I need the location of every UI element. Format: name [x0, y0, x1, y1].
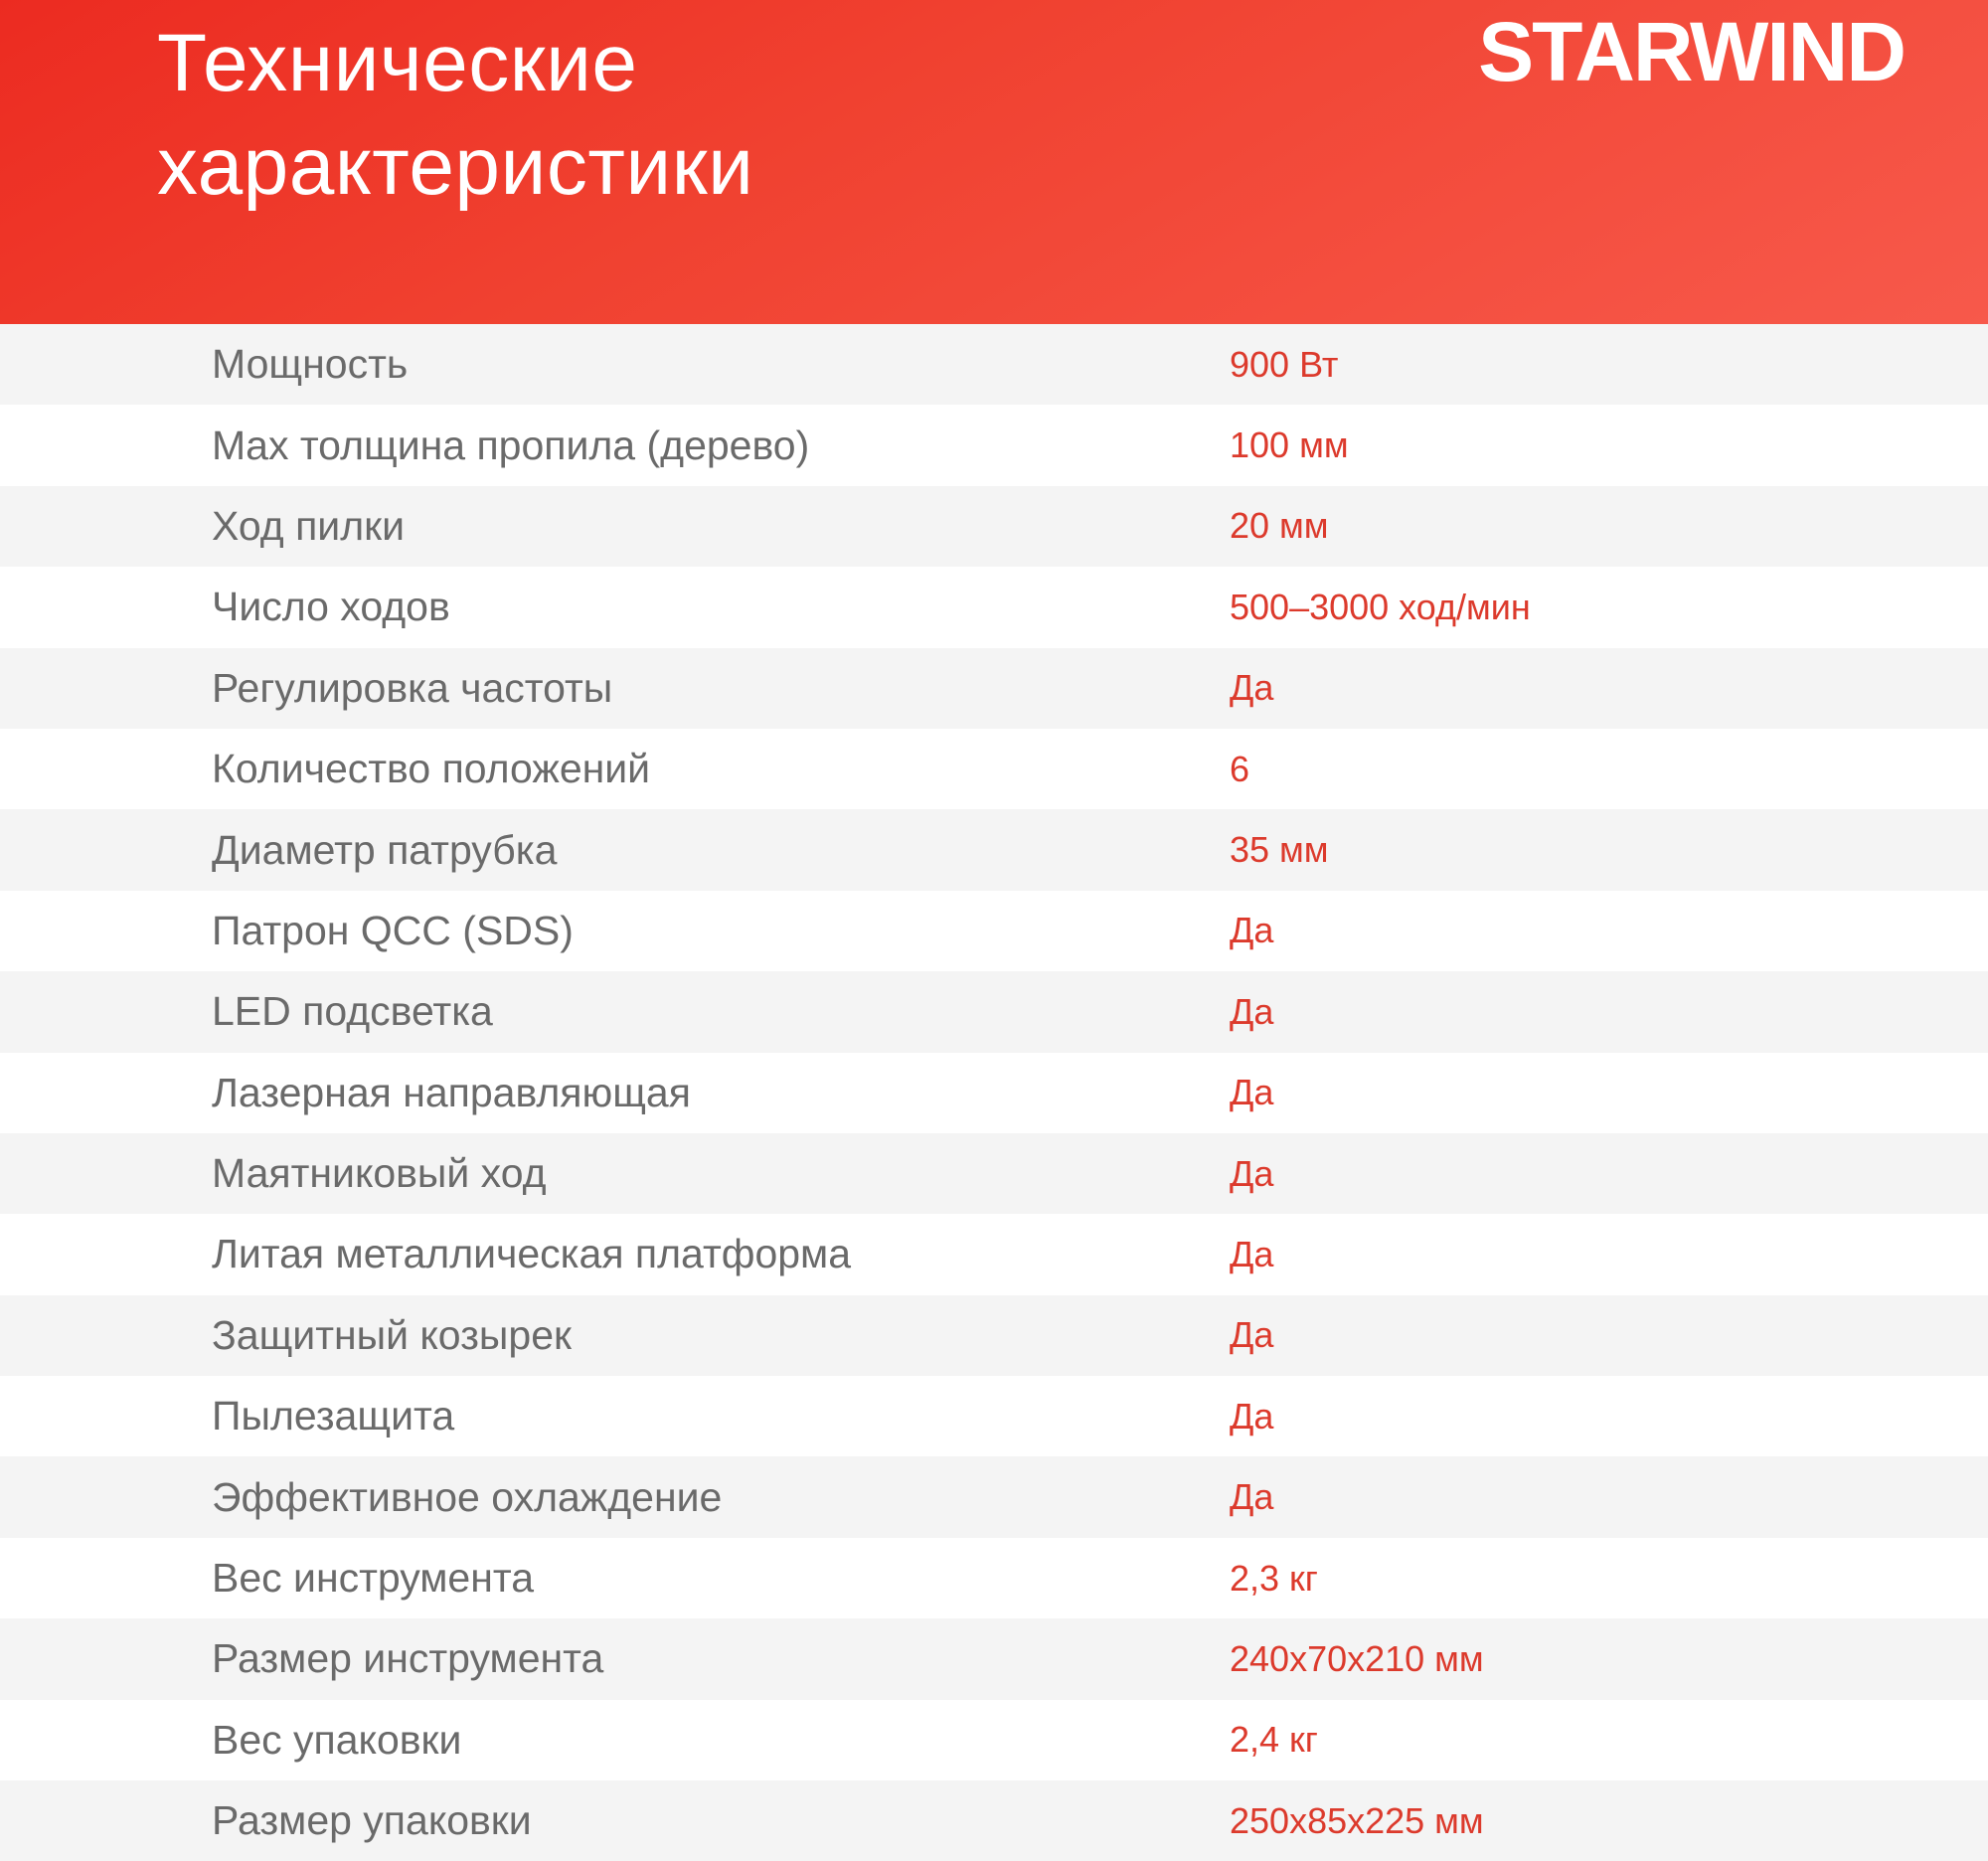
spec-table: Мощность 900 Вт Max толщина пропила (дер… — [0, 324, 1988, 1861]
spec-row: Диаметр патрубка 35 мм — [0, 809, 1988, 891]
spec-value: Да — [1230, 1395, 1274, 1437]
spec-row: LED подсветка Да — [0, 971, 1988, 1053]
spec-value: Да — [1230, 990, 1274, 1032]
spec-label: Патрон QCC (SDS) — [212, 907, 574, 953]
spec-label: Защитный козырек — [212, 1311, 572, 1358]
spec-value: 6 — [1230, 748, 1250, 789]
spec-value: Да — [1230, 1314, 1274, 1356]
spec-row: Размер инструмента 240х70х210 мм — [0, 1618, 1988, 1700]
spec-label: Мощность — [212, 341, 409, 388]
spec-row: Лазерная направляющая Да — [0, 1052, 1988, 1133]
spec-value: Да — [1230, 1072, 1274, 1113]
spec-value: 900 Вт — [1230, 343, 1339, 385]
spec-label: Вес упаковки — [212, 1716, 462, 1763]
spec-row: Маятниковый ход Да — [0, 1132, 1988, 1215]
spec-label: Размер упаковки — [212, 1797, 532, 1844]
spec-value: 100 мм — [1230, 424, 1349, 466]
spec-row: Патрон QCC (SDS) Да — [0, 890, 1988, 972]
spec-label: Размер инструмента — [212, 1635, 604, 1682]
spec-row: Вес инструмента 2,3 кг — [0, 1537, 1988, 1619]
spec-label: Количество положений — [212, 746, 651, 792]
spec-value: 2,4 кг — [1230, 1719, 1318, 1761]
spec-label: LED подсветка — [212, 988, 493, 1035]
spec-row: Ход пилки 20 мм — [0, 485, 1988, 568]
spec-label: Число ходов — [212, 584, 450, 630]
spec-row: Пылезащита Да — [0, 1376, 1988, 1457]
spec-row: Защитный козырек Да — [0, 1294, 1988, 1377]
spec-row: Число ходов 500–3000 ход/мин — [0, 567, 1988, 648]
header-banner: Технические характеристики STARWIND — [0, 0, 1988, 324]
spec-value: 20 мм — [1230, 505, 1329, 547]
starwind-logo: STARWIND — [1478, 5, 1906, 98]
spec-row: Регулировка частоты Да — [0, 647, 1988, 729]
spec-value: 250х85х225 мм — [1230, 1799, 1484, 1841]
spec-value: Да — [1230, 1152, 1274, 1194]
spec-label: Пылезащита — [212, 1393, 455, 1439]
spec-value: Да — [1230, 667, 1274, 709]
spec-row: Литая металлическая платформа Да — [0, 1214, 1988, 1295]
spec-label: Ход пилки — [212, 502, 405, 549]
spec-label: Max толщина пропила (дерево) — [212, 422, 810, 468]
spec-row: Количество положений 6 — [0, 728, 1988, 810]
spec-value: Да — [1230, 1233, 1274, 1274]
spec-label: Диаметр патрубка — [212, 826, 558, 873]
spec-row: Эффективное охлаждение Да — [0, 1456, 1988, 1538]
spec-row: Вес упаковки 2,4 кг — [0, 1699, 1988, 1781]
spec-value: 240х70х210 мм — [1230, 1637, 1484, 1679]
page-title: Технические характеристики — [157, 18, 754, 213]
spec-label: Литая металлическая платформа — [212, 1231, 852, 1277]
spec-label: Эффективное охлаждение — [212, 1473, 723, 1520]
spec-label: Лазерная направляющая — [212, 1069, 691, 1115]
spec-value: 500–3000 ход/мин — [1230, 586, 1531, 627]
spec-value: 2,3 кг — [1230, 1557, 1318, 1599]
spec-value: Да — [1230, 1476, 1274, 1518]
spec-value: 35 мм — [1230, 829, 1329, 871]
spec-label: Регулировка частоты — [212, 664, 613, 711]
spec-label: Вес инструмента — [212, 1555, 534, 1602]
spec-row: Мощность 900 Вт — [0, 324, 1988, 406]
spec-value: Да — [1230, 910, 1274, 951]
spec-row: Max толщина пропила (дерево) 100 мм — [0, 405, 1988, 486]
spec-row: Размер упаковки 250х85х225 мм — [0, 1780, 1988, 1861]
spec-label: Маятниковый ход — [212, 1150, 547, 1197]
